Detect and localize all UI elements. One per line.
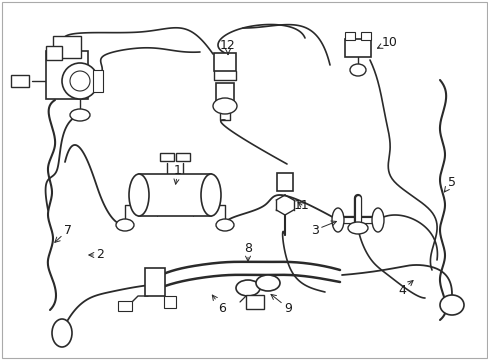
Bar	[345, 32, 354, 40]
Circle shape	[70, 71, 90, 91]
Ellipse shape	[439, 295, 463, 315]
Bar	[176, 153, 190, 161]
Bar	[276, 173, 292, 191]
Bar	[46, 46, 62, 60]
Text: 8: 8	[244, 242, 251, 261]
Bar	[53, 36, 81, 58]
Text: 7: 7	[55, 224, 72, 242]
Bar	[11, 75, 29, 87]
Bar	[345, 39, 370, 57]
Ellipse shape	[349, 64, 365, 76]
Bar	[245, 295, 264, 309]
Text: 11: 11	[293, 198, 309, 212]
Bar	[139, 174, 210, 216]
Ellipse shape	[129, 174, 149, 216]
Text: 1: 1	[174, 163, 182, 184]
Bar	[360, 32, 370, 40]
Ellipse shape	[70, 109, 90, 121]
Text: 6: 6	[212, 295, 225, 315]
Text: 4: 4	[397, 280, 412, 297]
Ellipse shape	[116, 219, 134, 231]
Bar	[160, 153, 174, 161]
Ellipse shape	[236, 280, 260, 296]
Ellipse shape	[371, 208, 383, 232]
Bar	[163, 296, 176, 308]
Text: 12: 12	[220, 39, 235, 54]
Text: 9: 9	[270, 294, 291, 315]
Ellipse shape	[213, 98, 237, 114]
Text: 5: 5	[444, 176, 455, 192]
Text: 3: 3	[310, 221, 336, 237]
Bar	[214, 53, 236, 71]
Bar	[145, 268, 164, 296]
Ellipse shape	[331, 208, 343, 232]
Ellipse shape	[201, 174, 221, 216]
Circle shape	[62, 63, 98, 99]
Ellipse shape	[216, 219, 234, 231]
Ellipse shape	[256, 275, 280, 291]
Ellipse shape	[347, 222, 367, 234]
Bar	[216, 83, 234, 105]
Text: 2: 2	[89, 248, 104, 261]
Bar	[46, 51, 88, 99]
Bar	[93, 70, 103, 92]
Ellipse shape	[52, 319, 72, 347]
Bar	[118, 301, 132, 311]
Text: 10: 10	[377, 36, 397, 49]
